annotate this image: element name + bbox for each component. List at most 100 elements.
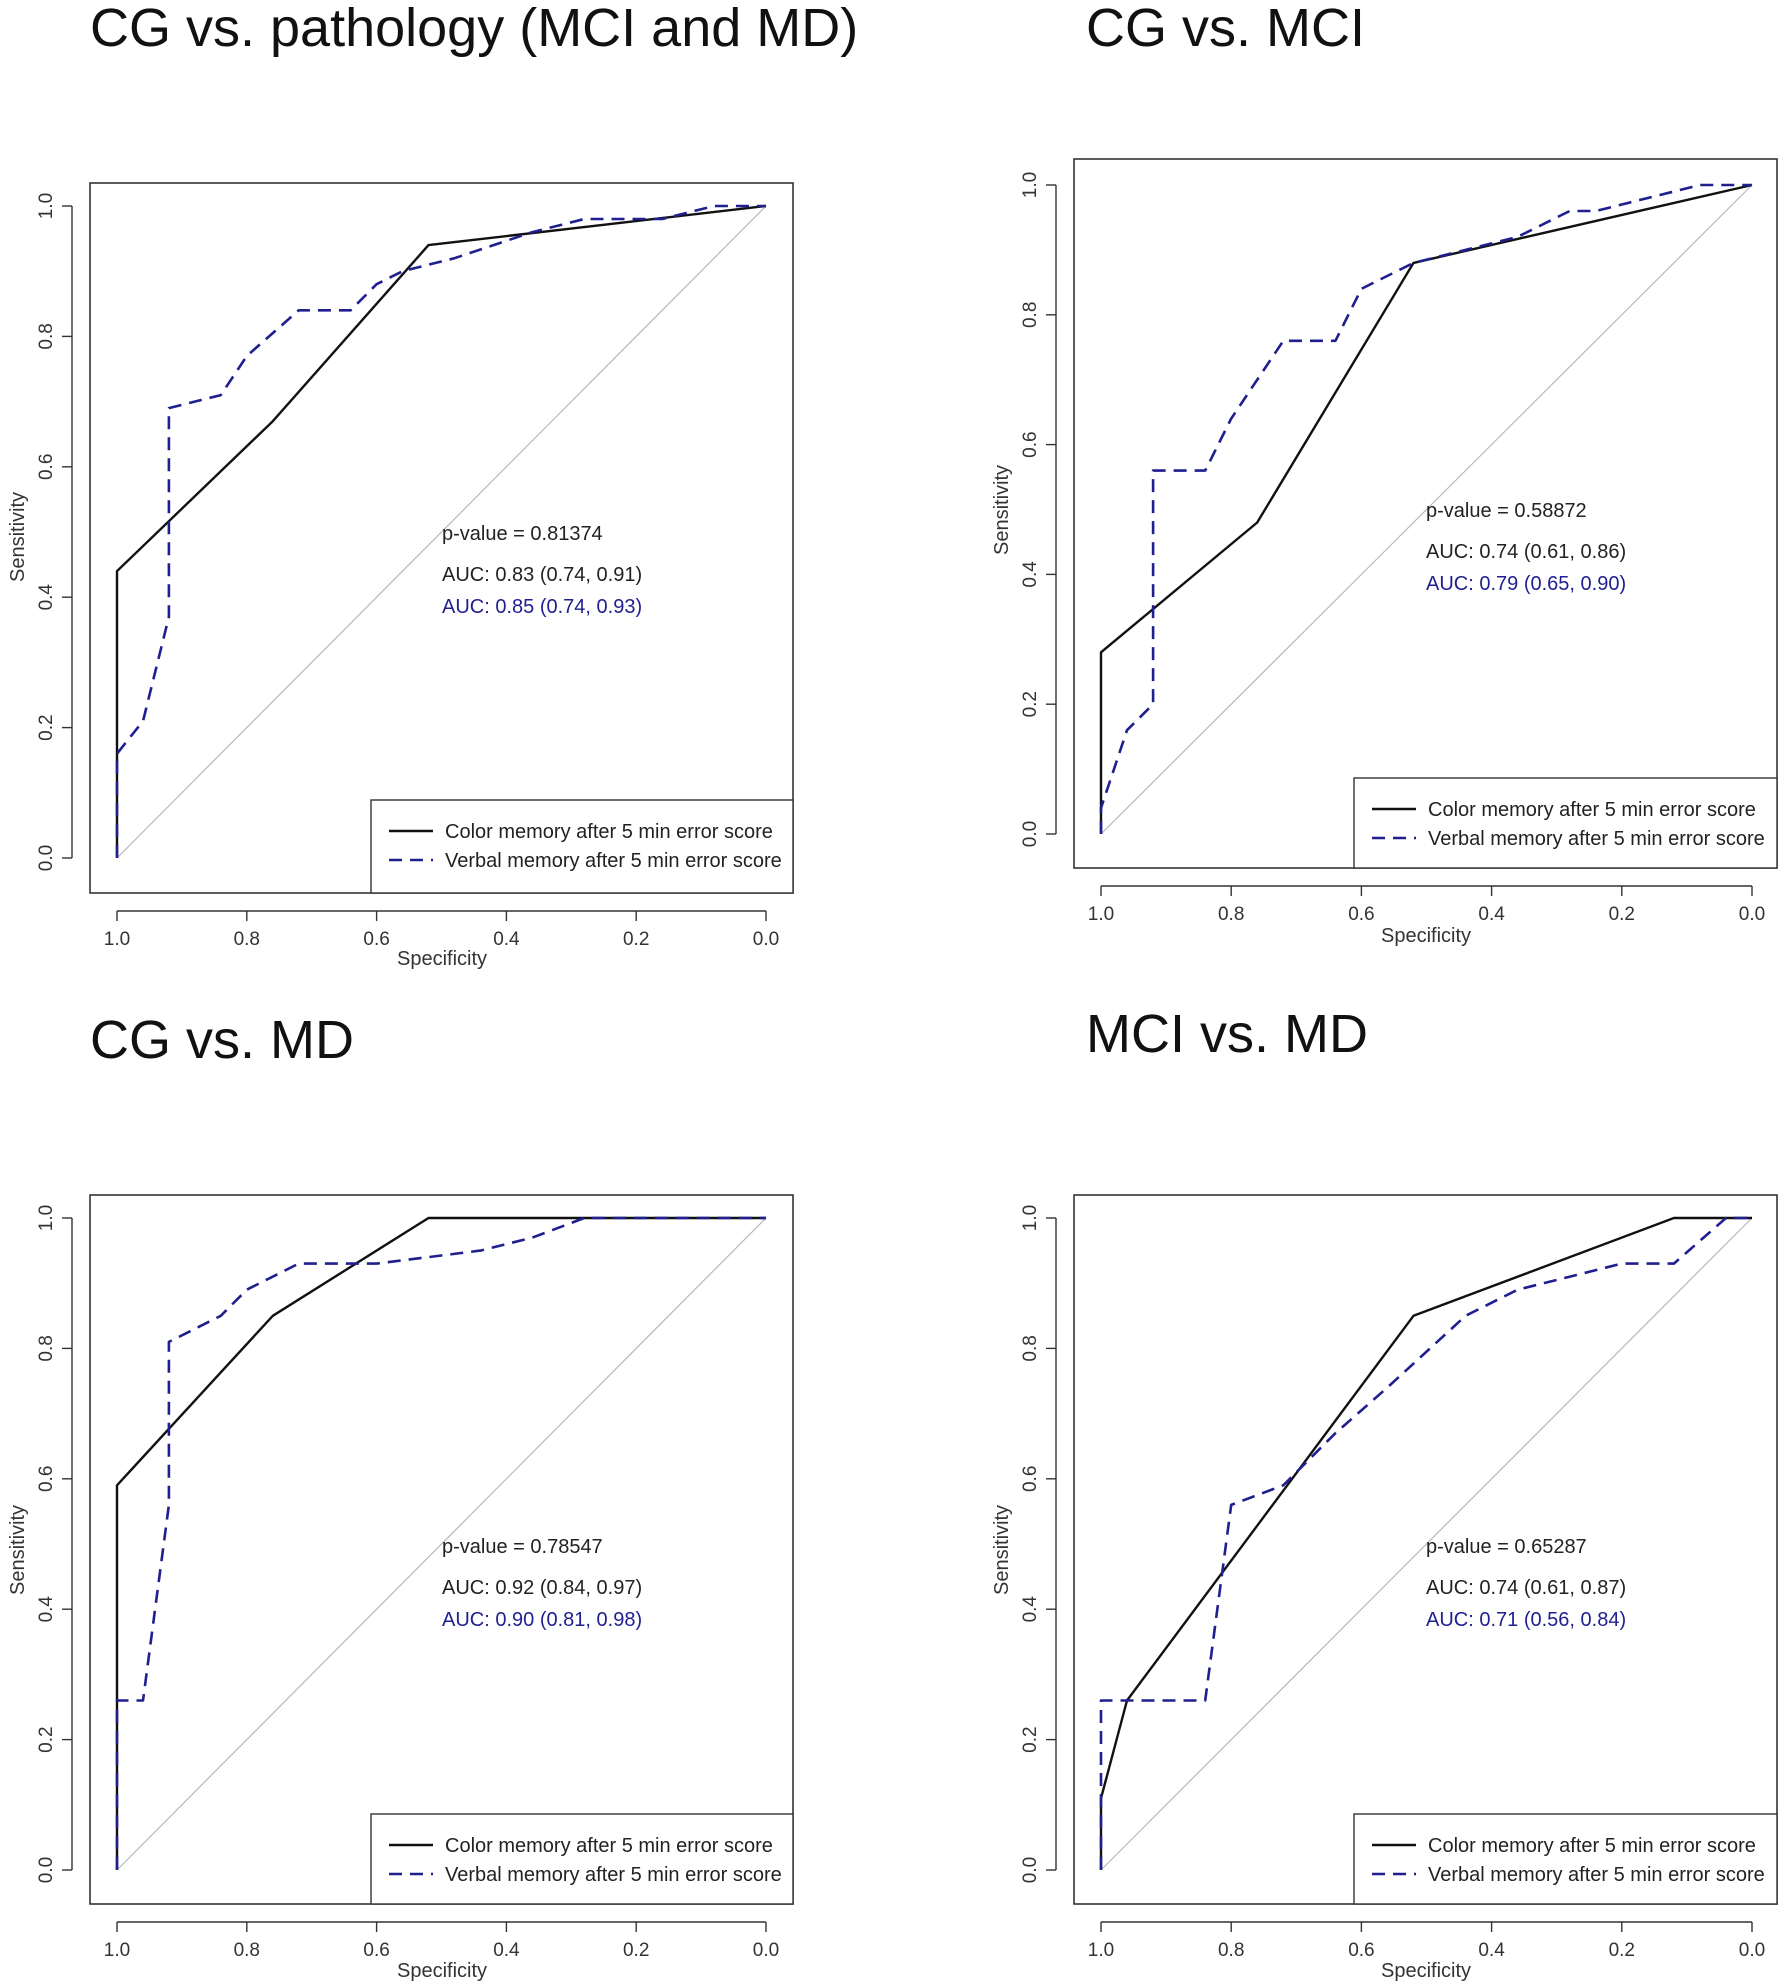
legend-box [370,799,794,894]
y-tick-label: 0.8 [1020,1335,1041,1361]
chance-diagonal [1100,1217,1753,1871]
legend-entry: Color memory after 5 min error score [1428,1835,1756,1857]
x-tick-label: 0.2 [623,1940,649,1961]
x-tick-label: 0.4 [1478,904,1505,925]
x-tick-label: 0.8 [1218,1940,1244,1961]
y-axis-label: Sensitivity [7,1505,29,1595]
x-tick-label: 0.2 [1609,1940,1635,1961]
x-tick-label: 0.8 [1218,904,1244,925]
legend-entry: Color memory after 5 min error score [1428,799,1756,821]
legend-entry: Color memory after 5 min error score [445,1835,773,1857]
x-axis-label: Specificity [397,948,487,970]
y-tick-label: 0.2 [36,1726,57,1752]
x-axis-label: Specificity [1381,925,1471,947]
panel-title: CG vs. MD [90,1010,354,1070]
y-tick-label: 0.2 [1020,691,1041,717]
x-axis-label: Specificity [397,1960,487,1982]
x-tick-label: 0.6 [363,929,389,950]
x-tick-label: 0.0 [1739,904,1765,925]
x-tick-label: 1.0 [1088,1940,1114,1961]
auc-color-label: AUC: 0.74 (0.61, 0.87) [1426,1577,1626,1599]
auc-verbal-label: AUC: 0.90 (0.81, 0.98) [442,1609,642,1631]
x-tick-label: 0.2 [1609,904,1635,925]
y-tick-label: 1.0 [36,1205,57,1231]
x-tick-label: 0.2 [623,929,649,950]
y-axis-label: Sensitivity [991,465,1013,555]
panel-title: CG vs. MCI [1086,0,1365,58]
roc-curve-verbal-memory [115,204,766,858]
x-tick-label: 1.0 [1088,904,1114,925]
y-tick-label: 1.0 [36,193,57,219]
x-axis-label: Specificity [1381,1960,1471,1982]
y-tick-label: 0.6 [36,1466,57,1492]
x-tick-label: 0.6 [363,1940,389,1961]
legend-entry: Verbal memory after 5 min error score [445,850,782,872]
panel-title: MCI vs. MD [1086,1004,1368,1064]
y-tick-label: 0.4 [1020,561,1041,588]
auc-color-label: AUC: 0.92 (0.84, 0.97) [442,1577,642,1599]
auc-verbal-label: AUC: 0.79 (0.65, 0.90) [1426,573,1626,595]
chance-diagonal [116,205,767,859]
roc-curve-verbal-memory [115,1216,766,1870]
x-tick-label: 0.8 [234,929,260,950]
y-tick-label: 0.8 [36,1335,57,1361]
y-tick-label: 0.4 [36,584,57,611]
y-tick-label: 0.4 [36,1596,57,1623]
roc-curve-verbal-memory [1099,183,1752,834]
y-axis-label: Sensitivity [991,1505,1013,1595]
y-axis-label: Sensitivity [7,492,29,582]
roc-panel-1: CG vs. pathology (MCI and MD) 1.0 0.8 0.6 0.… [7,0,858,970]
y-tick-label: 0.6 [36,454,57,480]
y-tick-label: 0.8 [1020,302,1041,328]
x-tick-label: 0.8 [234,1940,260,1961]
x-tick-label: 0.4 [1478,1940,1505,1961]
y-tick-label: 0.0 [36,1857,57,1883]
x-tick-label: 0.6 [1348,904,1374,925]
y-tick-label: 0.0 [1020,821,1041,847]
y-tick-label: 0.6 [1020,431,1041,457]
panel-title: CG vs. pathology (MCI and MD) [90,0,858,58]
legend-entry: Verbal memory after 5 min error score [445,1864,782,1886]
x-tick-label: 1.0 [104,1940,130,1961]
x-tick-label: 0.0 [753,929,779,950]
legend-box [370,1813,794,1905]
y-tick-label: 1.0 [1020,172,1041,198]
roc-curve-verbal-memory [1099,1216,1752,1870]
y-tick-label: 0.2 [1020,1726,1041,1752]
auc-verbal-label: AUC: 0.85 (0.74, 0.93) [442,596,642,618]
x-tick-label: 0.4 [493,1940,520,1961]
roc-panel-3: CG vs. MD 1.0 0.8 0.6 0.4 0.2 0.0 Specificity 0.… [7,1010,794,1982]
x-tick-label: 0.4 [493,929,520,950]
roc-panel-4: MCI vs. MD 1.0 0.8 0.6 0.4 0.2 0.0 Specificity 0… [991,1004,1778,1982]
x-tick-label: 0.6 [1348,1940,1374,1961]
p-value-label: p-value = 0.58872 [1426,500,1587,522]
y-tick-label: 0.0 [1020,1857,1041,1883]
legend-box [1353,1813,1778,1905]
roc-panel-2: CG vs. MCI 1.0 0.8 0.6 0.4 0.2 0.0 Specificity 0… [991,0,1778,947]
p-value-label: p-value = 0.81374 [442,523,603,545]
legend-entry: Color memory after 5 min error score [445,821,773,843]
chance-diagonal [116,1217,767,1871]
y-tick-label: 0.6 [1020,1466,1041,1492]
roc-curve-color-memory [115,1216,766,1870]
auc-color-label: AUC: 0.74 (0.61, 0.86) [1426,541,1626,563]
y-tick-label: 0.2 [36,714,57,740]
p-value-label: p-value = 0.65287 [1426,1536,1587,1558]
roc-curve-color-memory [1099,183,1753,834]
y-tick-label: 0.8 [36,323,57,349]
y-tick-label: 0.0 [36,845,57,871]
p-value-label: p-value = 0.78547 [442,1536,603,1558]
auc-color-label: AUC: 0.83 (0.74, 0.91) [442,564,642,586]
auc-verbal-label: AUC: 0.71 (0.56, 0.84) [1426,1609,1626,1631]
x-tick-label: 0.0 [753,1940,779,1961]
roc-curve-color-memory [1099,1216,1752,1870]
chance-diagonal [1100,184,1753,835]
roc-curve-color-memory [115,204,767,858]
x-tick-label: 1.0 [104,929,130,950]
x-tick-label: 0.0 [1739,1940,1765,1961]
y-tick-label: 1.0 [1020,1205,1041,1231]
legend-box [1353,777,1778,869]
legend-entry: Verbal memory after 5 min error score [1428,1864,1765,1886]
legend-entry: Verbal memory after 5 min error score [1428,828,1765,850]
